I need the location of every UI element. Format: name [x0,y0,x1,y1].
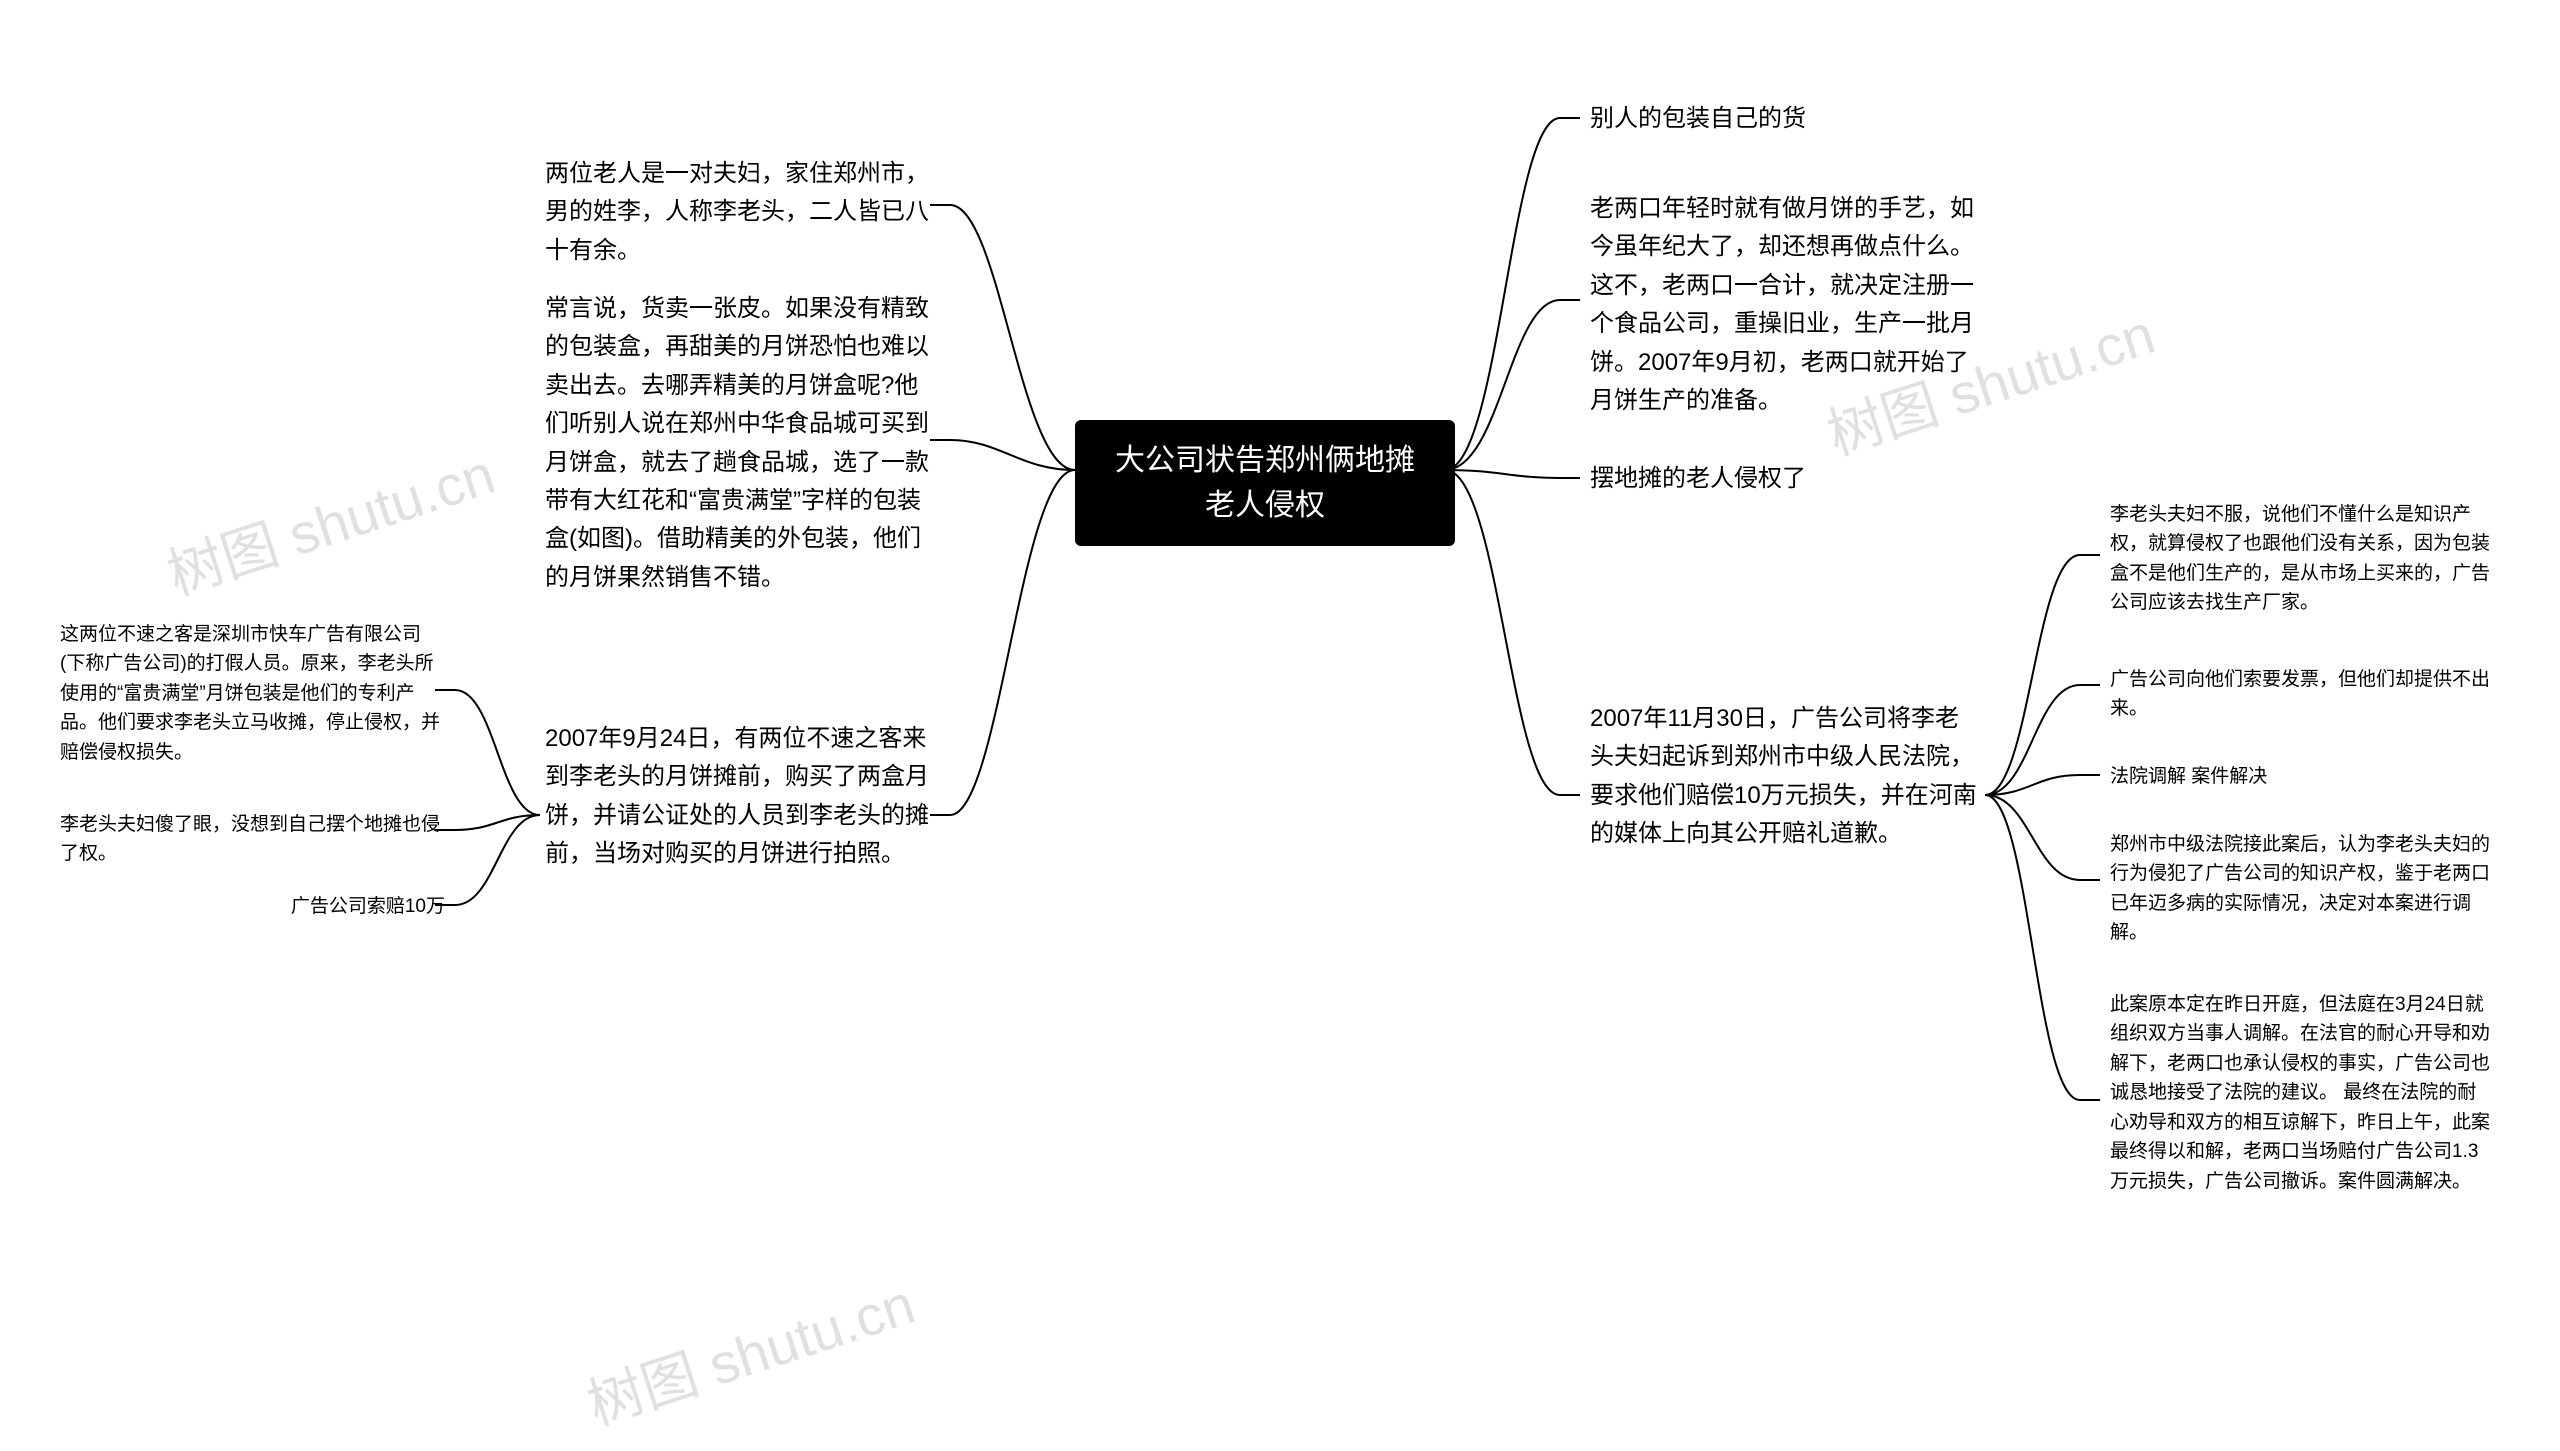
left-branch-3: 2007年9月24日，有两位不速之客来到李老头的月饼摊前，购买了两盒月饼，并请公… [545,720,935,874]
left-leaf-3: 广告公司索赔10万 [265,892,445,921]
right-leaf-4: 郑州市中级法院接此案后，认为李老头夫妇的行为侵犯了广告公司的知识产权，鉴于老两口… [2110,830,2490,948]
watermark: 树图 shutu.cn [156,430,504,612]
left-leaf-2: 李老头夫妇傻了眼，没想到自己摆个地摊也侵了权。 [60,810,440,869]
right-leaf-3: 法院调解 案件解决 [2110,762,2490,791]
left-branch-1: 两位老人是一对夫妇，家住郑州市，男的姓李，人称李老头，二人皆已八十有余。 [545,155,935,270]
right-leaf-5: 此案原本定在昨日开庭，但法庭在3月24日就组织双方当事人调解。在法官的耐心开导和… [2110,990,2490,1196]
left-leaf-1: 这两位不速之客是深圳市快车广告有限公司(下称广告公司)的打假人员。原来，李老头所… [60,620,440,767]
right-branch-1: 别人的包装自己的货 [1590,100,1980,138]
right-branch-2: 老两口年轻时就有做月饼的手艺，如今虽年纪大了，却还想再做点什么。这不，老两口一合… [1590,190,1980,420]
watermark: 树图 shutu.cn [576,1260,924,1442]
right-branch-3: 摆地摊的老人侵权了 [1590,460,1980,498]
mindmap-root: 大公司状告郑州俩地摊老人侵权 [1075,420,1455,546]
right-leaf-1: 李老头夫妇不服，说他们不懂什么是知识产权，就算侵权了也跟他们没有关系，因为包装盒… [2110,500,2490,618]
right-leaf-2: 广告公司向他们索要发票，但他们却提供不出来。 [2110,665,2490,724]
left-branch-2: 常言说，货卖一张皮。如果没有精致的包装盒，再甜美的月饼恐怕也难以卖出去。去哪弄精… [545,290,935,597]
right-branch-4: 2007年11月30日，广告公司将李老头夫妇起诉到郑州市中级人民法院，要求他们赔… [1590,700,1980,854]
